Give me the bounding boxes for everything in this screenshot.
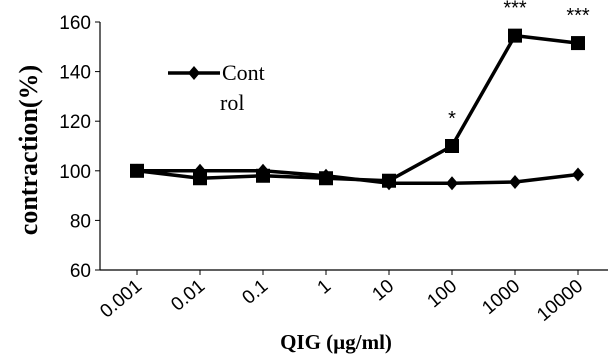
significance-100: * (448, 108, 456, 130)
point-s2-5 (445, 139, 459, 153)
y-tick-label-140: 140 (59, 63, 91, 84)
point-s2-7 (571, 36, 585, 51)
x-tick-label-0.001: 0.001 (96, 276, 146, 323)
y-axis-title: contraction(%) (14, 65, 43, 235)
legend-label-line-1: Cont (222, 60, 265, 85)
x-tick-label-1: 1 (314, 276, 336, 299)
point-s2-1 (193, 171, 207, 186)
y-axis: 60 80 100 120 140 160 (59, 13, 101, 282)
x-tick-label-0.01: 0.01 (167, 276, 209, 316)
point-s2-4 (382, 173, 396, 188)
legend-label-line-2: rol (220, 90, 244, 115)
legend: Cont rol (168, 60, 265, 115)
point-s2-6 (508, 28, 522, 43)
point-s2-2 (256, 168, 270, 183)
x-tick-label-10: 10 (369, 276, 399, 306)
x-tick-label-1000: 1000 (478, 276, 524, 319)
point-s2-0 (130, 163, 144, 178)
significance-10000: *** (566, 5, 590, 27)
y-tick-label-120: 120 (59, 112, 91, 133)
x-axis: 0.001 0.01 0.1 1 10 100 1000 10000 (96, 269, 608, 326)
y-tick-label-100: 100 (59, 162, 91, 183)
point-s1-5 (446, 176, 458, 191)
y-tick-label-80: 80 (70, 211, 91, 232)
point-s1-6 (509, 174, 521, 189)
x-tick-label-10000: 10000 (533, 276, 587, 326)
x-axis-title: QIG (µg/ml) (280, 330, 392, 354)
annotations: **** *** (448, 0, 590, 130)
series-line-2 (136, 33, 579, 183)
series-2 (130, 28, 585, 188)
point-s1-7 (572, 167, 584, 182)
y-tick-label-60: 60 (70, 261, 91, 282)
x-tick-label-100: 100 (423, 276, 461, 312)
y-tick-label-160: 160 (59, 13, 91, 34)
legend-marker-diamond (188, 66, 200, 80)
point-s2-3 (319, 171, 333, 186)
significance-1000: *** (503, 0, 527, 20)
x-tick-label-0.1: 0.1 (238, 276, 272, 309)
series-layer (130, 28, 585, 191)
